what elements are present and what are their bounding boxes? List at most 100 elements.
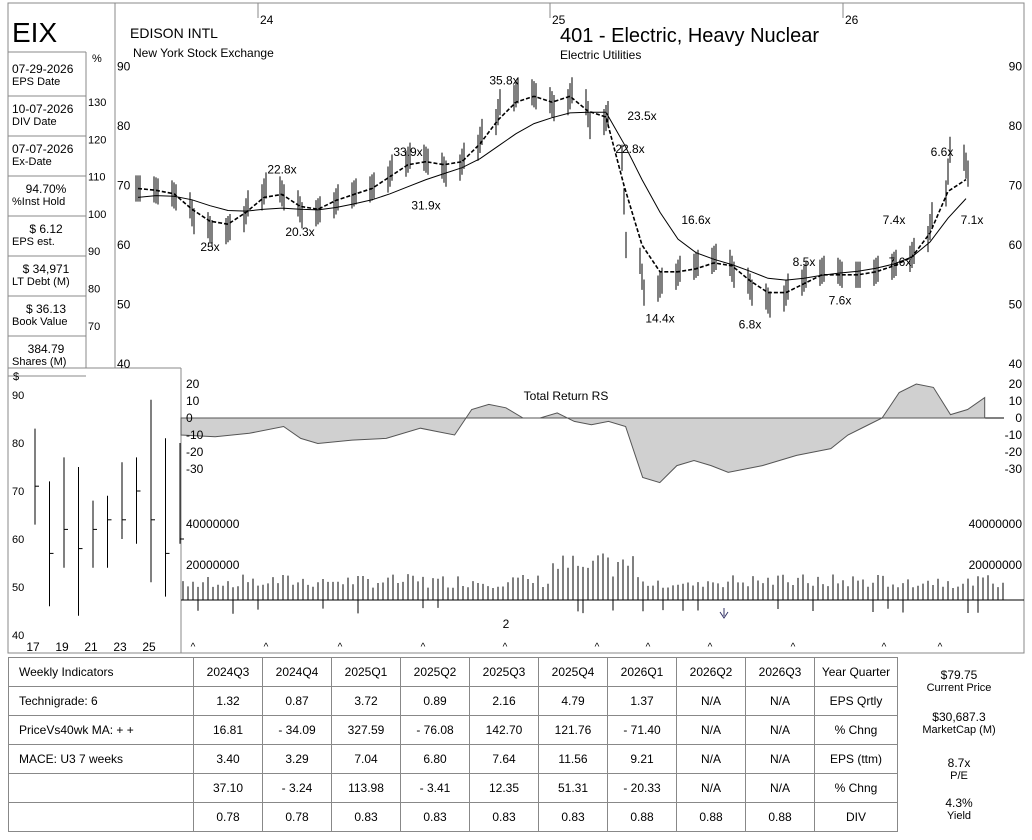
sidebar-value: $ 34,971 [23,262,70,276]
rs-tick-left: 10 [186,394,200,408]
weekly-indicators-header: Weekly Indicators [8,657,194,687]
indicator-value: 11.56 [538,744,608,774]
pe-label: 33.9x [393,145,422,159]
price-tick-right: 40 [1009,357,1023,371]
pct-tick-label: 80 [88,284,100,296]
indicator-value: N/A [676,744,746,774]
indicator-value: 121.76 [538,715,608,745]
yearly-tick: 50 [12,582,24,594]
indicator-value: 51.31 [538,773,608,803]
sidebar-value: 07-29-2026 [12,62,74,76]
pe-label: 14.4x [645,311,674,325]
price-tick-left: 80 [117,119,131,133]
pct-symbol: % [92,53,102,65]
pe-ratio: 8.7x [947,756,971,770]
price-tick-right: 50 [1009,298,1023,312]
quarter-header: 2026Q2 [676,657,746,687]
indicator-value: 327.59 [331,715,401,745]
rs-tick-right: -20 [1005,445,1023,459]
pct-tick-label: 100 [88,209,106,221]
indicator-value: 0.78 [193,802,263,832]
indicator-value: - 20.33 [607,773,677,803]
year-label: 24 [260,13,274,27]
sidebar-label: EPS Date [12,76,60,88]
indicator-value: 0.89 [400,686,470,716]
indicator-value: N/A [676,715,746,745]
dividend-yield-label: Yield [946,810,972,822]
pct-tick-label: 120 [88,134,106,146]
event-caret: ^ [503,642,508,653]
price-tick-left: 60 [117,238,131,252]
yearly-tick: 60 [12,534,24,546]
pe-ratio-label: P/E [950,770,968,782]
rs-tick-left: -10 [186,428,204,442]
rs-tick-right: -30 [1005,462,1023,476]
sidebar-value: 94.70% [26,182,67,196]
indicator-value: - 34.09 [262,715,332,745]
price-tick-right: 60 [1009,238,1023,252]
sidebar-label: DIV Date [12,116,57,128]
pe-label: 31.9x [411,198,440,212]
sidebar-label: Ex-Date [12,156,52,168]
pe-label: 20.3x [285,225,314,239]
event-caret: ^ [595,642,600,653]
rs-tick-left: 0 [186,411,193,425]
quarter-header: 2025Q2 [400,657,470,687]
event-caret: ^ [791,642,796,653]
pe-label: 7.4x [883,213,906,227]
metric-label: EPS Qrtly [814,686,898,716]
pct-tick-label: 130 [88,97,106,109]
indicator-value: 0.83 [469,802,539,832]
ma40-line [137,111,967,281]
yearly-x-tick: 21 [84,640,98,654]
indicator-value: N/A [745,686,815,716]
indicator-value: 7.64 [469,744,539,774]
rs-tick-right: 0 [1015,411,1022,425]
price-tick-left: 50 [117,298,131,312]
indicator-value: 0.83 [538,802,608,832]
event-arrow-icon [719,608,729,619]
event-caret: ^ [938,642,943,653]
sidebar-label: Book Value [12,316,67,328]
rs-tick-left: -30 [186,462,204,476]
price-tick-right: 80 [1009,119,1023,133]
indicator-value: 3.29 [262,744,332,774]
yearly-x-tick: 25 [142,640,156,654]
indicator-value: 0.88 [676,802,746,832]
yearly-tick: 70 [12,486,24,498]
indicator-value: 0.88 [745,802,815,832]
rs-tick-left: 20 [186,377,200,391]
indicator-value: 1.37 [607,686,677,716]
rs-tick-right: 10 [1009,394,1023,408]
pe-label: 7.6x [829,294,852,308]
sidebar-value: $ 6.12 [29,222,63,236]
indicator-label: MACE: U3 7 weeks [8,744,194,774]
year-label: 26 [845,13,859,27]
sidebar-value: 10-07-2026 [12,102,74,116]
indicator-value: 9.21 [607,744,677,774]
rs-tick-right: 20 [1009,377,1023,391]
yearly-tick: 80 [12,438,24,450]
quarter-header: 2025Q4 [538,657,608,687]
indicator-label: Technigrade: 6 [8,686,194,716]
indicator-value: 3.72 [331,686,401,716]
current-price-label: Current Price [926,682,992,694]
event-caret: ^ [882,642,887,653]
indicator-value: 0.83 [400,802,470,832]
price-tick-right: 90 [1009,60,1023,74]
quarter-header: 2025Q3 [469,657,539,687]
sidebar-label: LT Debt (M) [12,276,70,288]
indicator-value: - 76.08 [400,715,470,745]
pct-tick-label: 110 [88,172,106,184]
indicator-value: 0.88 [607,802,677,832]
sidebar-value: 07-07-2026 [12,142,74,156]
volume-event-label: 2 [503,617,510,631]
sector-name: Electric Utilities [560,48,641,62]
yearly-tick: 90 [12,390,24,402]
yearly-dollar-symbol: $ [13,371,19,383]
volume-tick-right: 20000000 [969,558,1023,572]
sidebar-label: Shares (M) [12,356,66,368]
current-price: $79.75 [940,668,978,682]
quarter-header: 2026Q3 [745,657,815,687]
